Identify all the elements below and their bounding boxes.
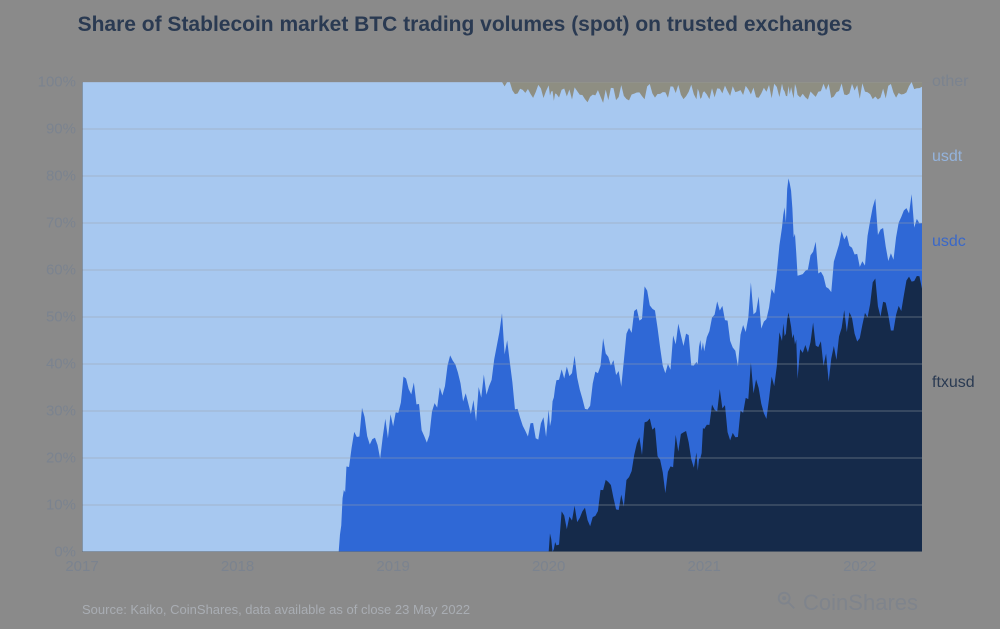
y-tick-label: 80% <box>46 168 82 185</box>
brand-watermark: CoinShares <box>775 589 918 617</box>
y-tick-label: 50% <box>46 309 82 326</box>
brand-label: CoinShares <box>803 590 918 616</box>
x-tick-label: 2019 <box>376 552 409 575</box>
x-tick-label: 2017 <box>65 552 98 575</box>
x-tick-label: 2021 <box>688 552 721 575</box>
series-label-other: other <box>922 73 968 91</box>
magnifier-icon <box>775 589 797 617</box>
y-tick-label: 40% <box>46 356 82 373</box>
chart-plot-area: 0%10%20%30%40%50%60%70%80%90%100% 201720… <box>82 82 922 552</box>
y-tick-label: 60% <box>46 262 82 279</box>
chart-title: Share of Stablecoin market BTC trading v… <box>0 12 930 38</box>
source-caption: Source: Kaiko, CoinShares, data availabl… <box>82 602 470 617</box>
y-tick-label: 100% <box>38 74 82 91</box>
y-tick-label: 10% <box>46 497 82 514</box>
y-tick-label: 20% <box>46 450 82 467</box>
stacked-area-chart <box>82 82 922 552</box>
x-tick-label: 2020 <box>532 552 565 575</box>
series-label-usdt: usdt <box>922 148 962 166</box>
y-tick-label: 30% <box>46 403 82 420</box>
series-label-usdc: usdc <box>922 233 966 251</box>
x-tick-label: 2018 <box>221 552 254 575</box>
y-tick-label: 90% <box>46 121 82 138</box>
x-tick-label: 2022 <box>843 552 876 575</box>
y-tick-label: 70% <box>46 215 82 232</box>
series-label-ftxusd: ftxusd <box>922 374 975 392</box>
chart-container: Share of Stablecoin market BTC trading v… <box>0 0 1000 629</box>
